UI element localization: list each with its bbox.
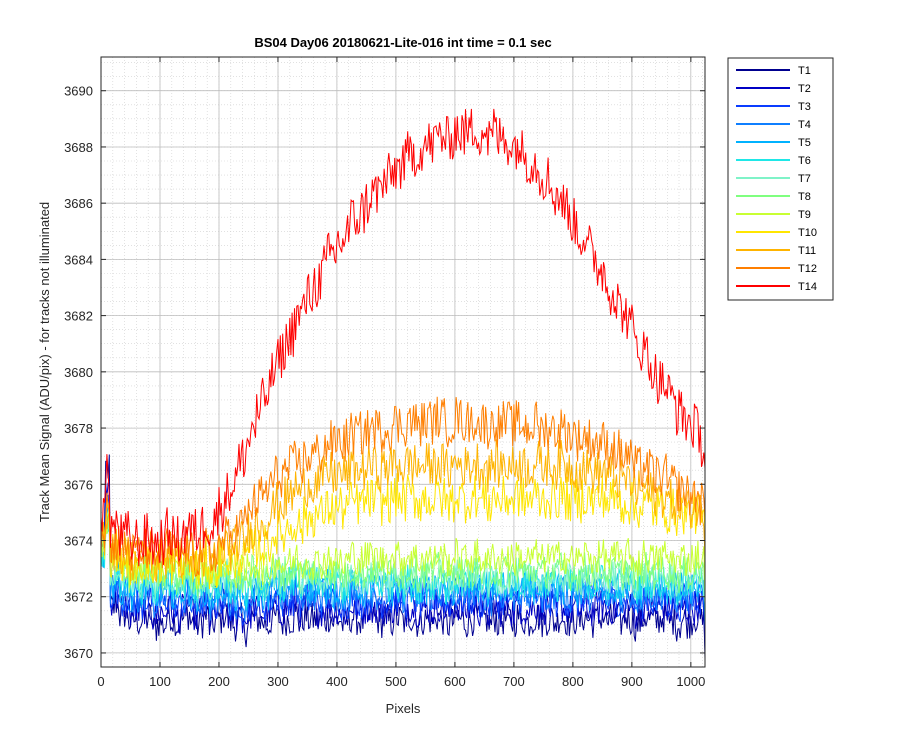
legend-label: T12 [798, 263, 817, 275]
legend-label: T8 [798, 191, 811, 203]
y-tick-label: 3688 [64, 140, 93, 155]
x-tick-label: 300 [267, 674, 289, 689]
series-line-t12 [100, 396, 706, 577]
legend-item-t10[interactable]: T10 [736, 227, 817, 239]
x-axis-label: Pixels [386, 701, 421, 716]
legend-label: T11 [798, 245, 816, 257]
series-line-t9 [100, 513, 706, 597]
x-tick-label: 400 [326, 674, 348, 689]
legend-label: T14 [798, 281, 817, 293]
x-tick-label: 1000 [676, 674, 705, 689]
legend-item-t5[interactable]: T5 [736, 137, 811, 149]
x-tick-label: 100 [149, 674, 171, 689]
legend-label: T5 [798, 137, 811, 149]
legend-label: T2 [798, 83, 811, 95]
series-layer [100, 108, 706, 659]
legend-item-t3[interactable]: T3 [736, 101, 811, 113]
legend-item-t12[interactable]: T12 [736, 263, 817, 275]
y-tick-label: 3678 [64, 421, 93, 436]
legend-item-t6[interactable]: T6 [736, 155, 811, 167]
y-tick-label: 3682 [64, 309, 93, 324]
x-tick-label: 0 [97, 674, 104, 689]
y-axis-label: Track Mean Signal (ADU/pix) - for tracks… [37, 202, 52, 522]
y-tick-label: 3684 [64, 252, 93, 267]
legend-item-t8[interactable]: T8 [736, 191, 811, 203]
legend-item-t4[interactable]: T4 [736, 119, 811, 131]
legend-label: T1 [798, 65, 811, 77]
x-tick-label: 200 [208, 674, 230, 689]
legend-label: T10 [798, 227, 817, 239]
ticks-layer: 0 100 200 300 400 500 600 700 800 900 1000 3670 3672… [64, 57, 705, 689]
legend-label: T3 [798, 101, 811, 113]
x-tick-label: 700 [503, 674, 525, 689]
legend-label: T6 [798, 155, 811, 167]
x-tick-label: 600 [444, 674, 466, 689]
series-line-t11 [100, 439, 706, 584]
legend-item-t11[interactable]: T11 [736, 245, 816, 257]
y-tick-label: 3690 [64, 84, 93, 99]
x-tick-label: 500 [385, 674, 407, 689]
legend-label: T4 [798, 119, 811, 131]
y-tick-label: 3670 [64, 646, 93, 661]
legend-item-t9[interactable]: T9 [736, 209, 811, 221]
plot-frame [100, 56, 706, 668]
legend-label: T7 [798, 173, 811, 185]
legend-item-t7[interactable]: T7 [736, 173, 811, 185]
legend[interactable]: T1 T2 T3 T4 T5 T6 T7 T8 T9 T10 T11 T12 T14 [727, 57, 834, 301]
y-tick-label: 3680 [64, 365, 93, 380]
legend-item-t1[interactable]: T1 [736, 65, 811, 77]
y-tick-label: 3686 [64, 196, 93, 211]
chart-title: BS04 Day06 20180621-Lite-016 int time = … [254, 35, 551, 50]
y-tick-label: 3674 [64, 534, 93, 549]
legend-label: T9 [798, 209, 811, 221]
series-line-t1 [100, 454, 706, 659]
series-line-t4 [100, 503, 706, 621]
x-tick-label: 800 [562, 674, 584, 689]
y-tick-label: 3676 [64, 477, 93, 492]
x-tick-label: 900 [621, 674, 643, 689]
legend-item-t2[interactable]: T2 [736, 83, 811, 95]
series-line-t14 [100, 108, 706, 567]
y-tick-label: 3672 [64, 590, 93, 605]
legend-item-t14[interactable]: T14 [736, 281, 817, 293]
